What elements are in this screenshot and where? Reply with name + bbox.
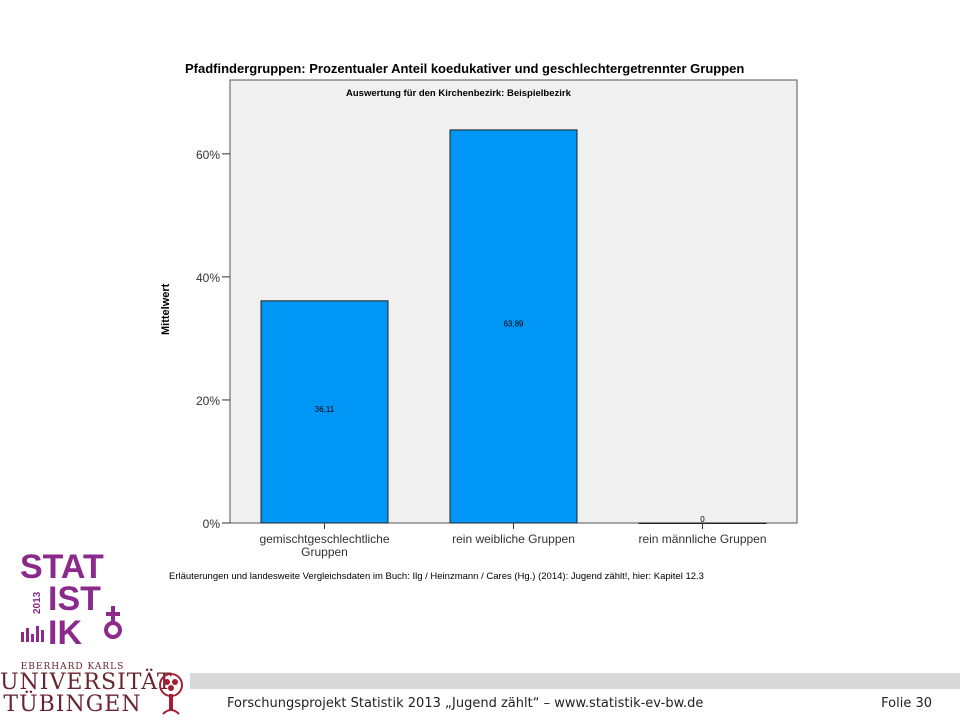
logo-line-3: IK (48, 614, 82, 648)
logo-line-1: STAT (20, 548, 104, 586)
chart-title: Pfadfindergruppen: Prozentualer Anteil k… (185, 61, 745, 76)
x-tick-label: gemischtgeschlechtliche (259, 532, 389, 546)
bar-value-label: 63,89 (503, 319, 524, 328)
x-tick-label: rein weibliche Gruppen (452, 532, 575, 546)
university-line-1: EBERHARD KARLS (20, 662, 125, 672)
statistik-2013-logo: STAT IST IK 2013 (20, 548, 122, 648)
footer-text: Forschungsprojekt Statistik 2013 „Jugend… (227, 696, 704, 711)
university-wordmark: EBERHARD KARLS UNIVERSITÄT TÜBINGEN (0, 662, 173, 717)
logo-year: 2013 (32, 591, 43, 614)
source-note: Erläuterungen und landesweite Vergleichs… (169, 571, 704, 582)
gender-symbol-icon (104, 606, 122, 639)
bar (260, 300, 389, 524)
university-line-2: UNIVERSITÄT (0, 670, 173, 695)
footer-bar (190, 673, 960, 689)
tree-icon (159, 673, 183, 715)
x-tick-label: rein männliche Gruppen (638, 532, 766, 546)
bar-value-label: 0 (700, 515, 705, 524)
y-tick-label: 20% (196, 394, 220, 408)
y-tick-label: 0% (203, 517, 221, 531)
bar-value-label: 36,11 (315, 405, 335, 414)
y-tick-label: 40% (196, 271, 220, 285)
chart-subtitle: Auswertung für den Kirchenbezirk: Beispi… (346, 88, 571, 99)
logo-line-2: IST (48, 580, 101, 618)
university-line-3: TÜBINGEN (3, 692, 142, 717)
y-tick-label: 60% (196, 148, 220, 162)
x-tick-label: Gruppen (301, 545, 348, 559)
slide-number: Folie 30 (881, 696, 932, 711)
bar-mini-icon (21, 626, 44, 642)
